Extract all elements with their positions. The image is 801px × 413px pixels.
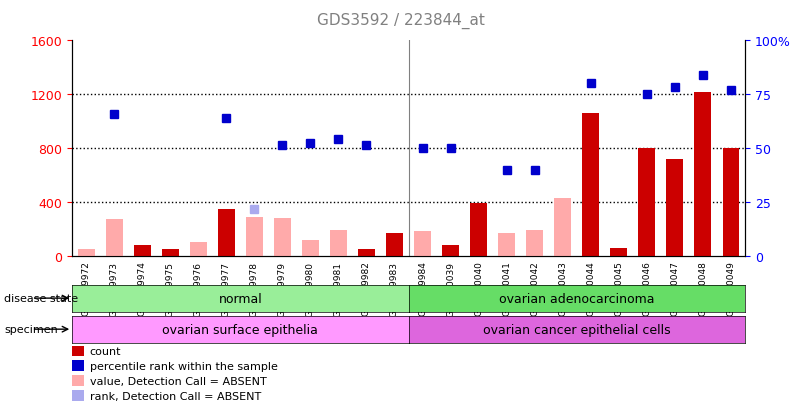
Bar xyxy=(470,204,487,256)
Bar xyxy=(218,209,235,256)
Text: ovarian surface epithelia: ovarian surface epithelia xyxy=(163,323,318,336)
Bar xyxy=(358,249,375,256)
Text: rank, Detection Call = ABSENT: rank, Detection Call = ABSENT xyxy=(90,391,261,401)
Bar xyxy=(330,230,347,256)
Bar xyxy=(386,233,403,256)
Bar xyxy=(246,217,263,256)
Bar xyxy=(582,114,599,256)
Bar xyxy=(162,249,179,256)
Text: count: count xyxy=(90,346,121,356)
Bar xyxy=(694,92,711,256)
Bar xyxy=(302,240,319,256)
Bar xyxy=(723,149,739,256)
Bar xyxy=(666,159,683,256)
Text: ovarian adenocarcinoma: ovarian adenocarcinoma xyxy=(499,292,654,305)
Bar xyxy=(78,249,95,256)
Text: ovarian cancer epithelial cells: ovarian cancer epithelial cells xyxy=(483,323,670,336)
Text: disease state: disease state xyxy=(4,293,78,304)
Bar xyxy=(554,198,571,256)
Bar xyxy=(274,218,291,256)
Bar xyxy=(638,149,655,256)
Bar xyxy=(414,232,431,256)
Text: normal: normal xyxy=(219,292,262,305)
Text: specimen: specimen xyxy=(4,324,58,335)
Bar xyxy=(526,230,543,256)
Bar xyxy=(190,242,207,256)
Bar xyxy=(498,233,515,256)
Text: value, Detection Call = ABSENT: value, Detection Call = ABSENT xyxy=(90,376,267,386)
Bar xyxy=(610,248,627,256)
Bar xyxy=(106,220,123,256)
Bar xyxy=(134,245,151,256)
Bar xyxy=(442,245,459,256)
Text: GDS3592 / 223844_at: GDS3592 / 223844_at xyxy=(316,12,485,28)
Text: percentile rank within the sample: percentile rank within the sample xyxy=(90,361,278,371)
